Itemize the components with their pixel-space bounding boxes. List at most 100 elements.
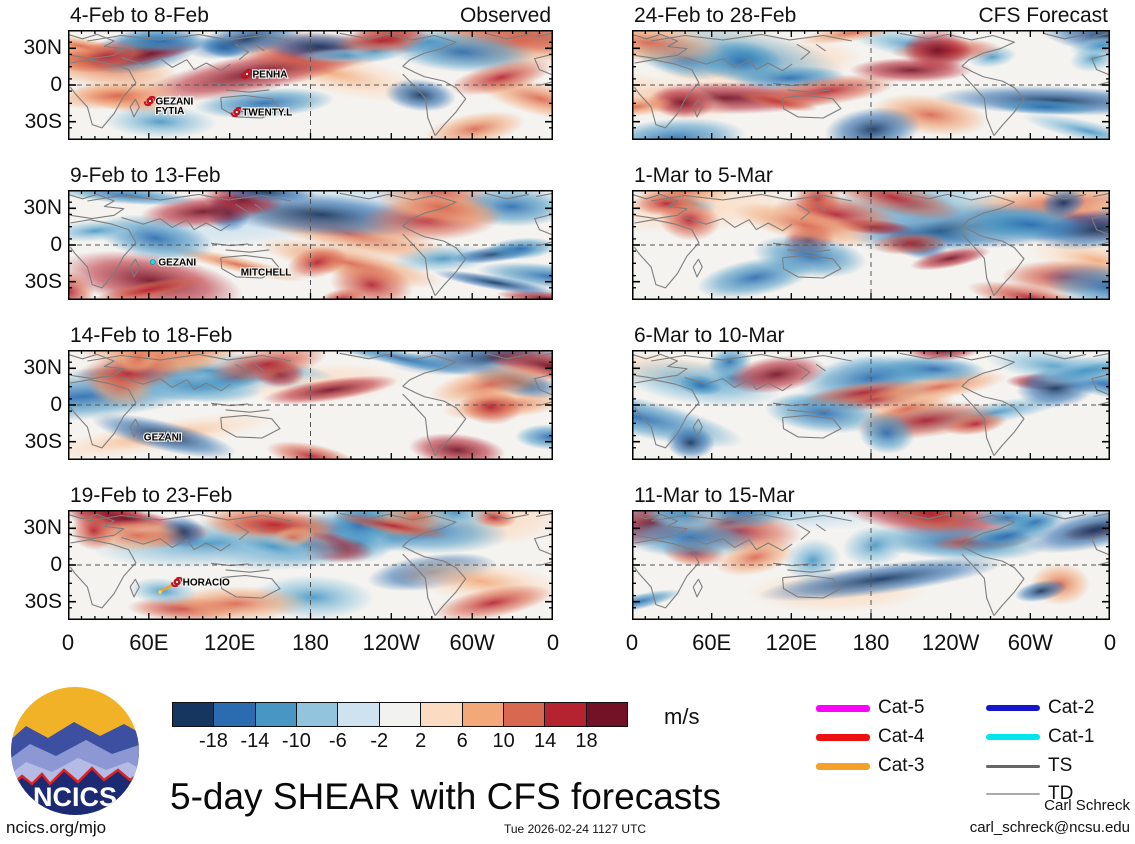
colorbar-cell — [585, 702, 628, 727]
colorbar-tick-label: -2 — [370, 730, 389, 752]
colorbar-cell — [461, 702, 504, 727]
map-panel: HORACIO — [68, 510, 553, 625]
colorbar-cell — [337, 702, 380, 727]
legend-label: TD — [1048, 783, 1074, 804]
panel-title: 9-Feb to 13-Feb — [70, 164, 221, 187]
colorbar-tick-label: -10 — [281, 730, 311, 752]
x-axis-tick-label: 60W — [1007, 630, 1053, 655]
legend-label: TS — [1048, 755, 1073, 776]
author-email: carl_schreck@ncsu.edu — [969, 819, 1130, 836]
y-axis-tick-label: 30S — [24, 269, 62, 293]
map-panel: PENHA GEZANI FYTIA TWENTY.L — [68, 30, 553, 145]
y-axis-tick-label: 30N — [23, 356, 62, 380]
y-axis-tick-label: 0 — [50, 233, 62, 256]
y-axis-tick-label: 0 — [50, 393, 62, 416]
legend-label: Cat-5 — [878, 697, 925, 718]
x-axis-tick-label: 0 — [625, 630, 639, 655]
legend-swatch-cat-4 — [816, 733, 870, 741]
storm-marker: MITCHELL — [240, 266, 293, 279]
legend-label: Cat-4 — [878, 726, 925, 747]
logo-text: NCICS — [33, 782, 117, 812]
storm-marker: TWENTY.L — [230, 106, 293, 120]
y-axis-tick-label: 30S — [24, 589, 62, 613]
storm-dot-icon — [150, 259, 156, 265]
map-panel — [632, 350, 1135, 465]
panel-title: 11-Mar to 15-Mar — [634, 484, 795, 507]
y-axis-tick-label: 30N — [23, 36, 62, 60]
x-axis-tick-label: 120E — [765, 630, 818, 655]
main-title: 5-day SHEAR with CFS forecasts — [170, 776, 722, 817]
y-axis-tick-label: 30S — [24, 109, 62, 133]
colorbar-tick-label: 18 — [575, 730, 598, 752]
storm-label: PENHA — [253, 70, 288, 81]
legend-label: Cat-1 — [1048, 726, 1095, 747]
colorbar-tick-label: -18 — [199, 730, 228, 752]
storm-label: GEZANI — [156, 97, 194, 108]
y-axis-tick-label: 30N — [23, 516, 62, 540]
legend-swatch-ts — [986, 764, 1040, 768]
storm-label: GEZANI — [144, 432, 182, 443]
storm-label: TWENTY.L — [242, 108, 292, 119]
x-axis-tick-label: 60E — [129, 630, 169, 655]
colorbar-cell — [378, 702, 422, 727]
colorbar-cell — [296, 702, 339, 727]
y-axis-tick-label: 0 — [50, 553, 62, 576]
x-axis-tick-label: 0 — [61, 630, 75, 655]
x-axis-tick-label: 120W — [921, 630, 980, 655]
storm-label: FYTIA — [156, 106, 185, 117]
colorbar-cell — [544, 702, 587, 727]
timestamp: Tue 2026-02-24 1127 UTC — [504, 822, 647, 836]
x-axis-tick-label: 0 — [1103, 630, 1117, 655]
colorbar-cell — [213, 702, 256, 727]
x-axis-tick-label: 120E — [203, 630, 256, 655]
colorbar-tick-label: 6 — [456, 730, 468, 752]
colorbar-tick-label: 14 — [533, 730, 557, 752]
panel-title: 19-Feb to 23-Feb — [70, 484, 233, 507]
colorbar-cell — [420, 702, 463, 727]
storm-marker: HORACIO — [158, 576, 231, 594]
y-axis-tick-label: 30N — [23, 196, 62, 220]
site-link: ncics.org/mjo — [6, 818, 107, 837]
storm-marker: GEZANI — [150, 256, 197, 270]
colorbar-tick-label: -6 — [328, 730, 347, 752]
colorbar-tick-label: -14 — [240, 730, 270, 752]
map-panel: GEZANI — [0, 350, 553, 465]
panel-title: 6-Mar to 10-Mar — [634, 324, 785, 347]
map-panel: GEZANI MITCHELL — [68, 190, 553, 305]
units-label: m/s — [664, 704, 700, 729]
author-credit: Carl Schreck — [1044, 797, 1130, 814]
storm-label: GEZANI — [158, 258, 196, 269]
x-axis-tick-label: 120W — [362, 630, 421, 655]
map-panel — [632, 510, 1135, 625]
panel-title: 14-Feb to 18-Feb — [70, 324, 233, 347]
storm-label: MITCHELL — [241, 268, 292, 279]
ncics-logo: NCICS — [11, 687, 139, 815]
x-axis-tick-label: 60E — [692, 630, 732, 655]
legend-label: Cat-3 — [878, 755, 925, 776]
legend-swatch-cat-3 — [816, 762, 870, 770]
panel-title: 1-Mar to 5-Mar — [634, 164, 773, 187]
x-axis-tick-label: 180 — [292, 630, 329, 655]
colorbar-cell — [172, 702, 215, 727]
legend-swatch-cat-1 — [986, 734, 1040, 740]
panel-title: 4-Feb to 8-Feb — [70, 4, 209, 27]
map-panel — [632, 190, 1135, 305]
legend-swatch-cat-5 — [816, 704, 870, 712]
colorbar-cell — [502, 702, 546, 727]
legend-swatch-cat-2 — [986, 705, 1040, 711]
storm-label: HORACIO — [183, 578, 230, 589]
storm-marker: GEZANI — [143, 431, 183, 444]
y-axis-tick-label: 30S — [24, 429, 62, 453]
x-axis-tick-label: 180 — [852, 630, 890, 655]
legend-swatch-td — [986, 793, 1040, 795]
storm-marker: PENHA — [240, 68, 289, 82]
colorbar-cell — [254, 702, 298, 727]
colorbar-tick-label: 10 — [492, 730, 515, 752]
y-axis-tick-label: 0 — [50, 73, 62, 96]
map-panel — [632, 30, 1135, 145]
x-axis-tick-label: 0 — [546, 630, 560, 655]
panel-corner-label: CFS Forecast — [978, 4, 1108, 27]
legend-label: Cat-2 — [1048, 697, 1095, 718]
